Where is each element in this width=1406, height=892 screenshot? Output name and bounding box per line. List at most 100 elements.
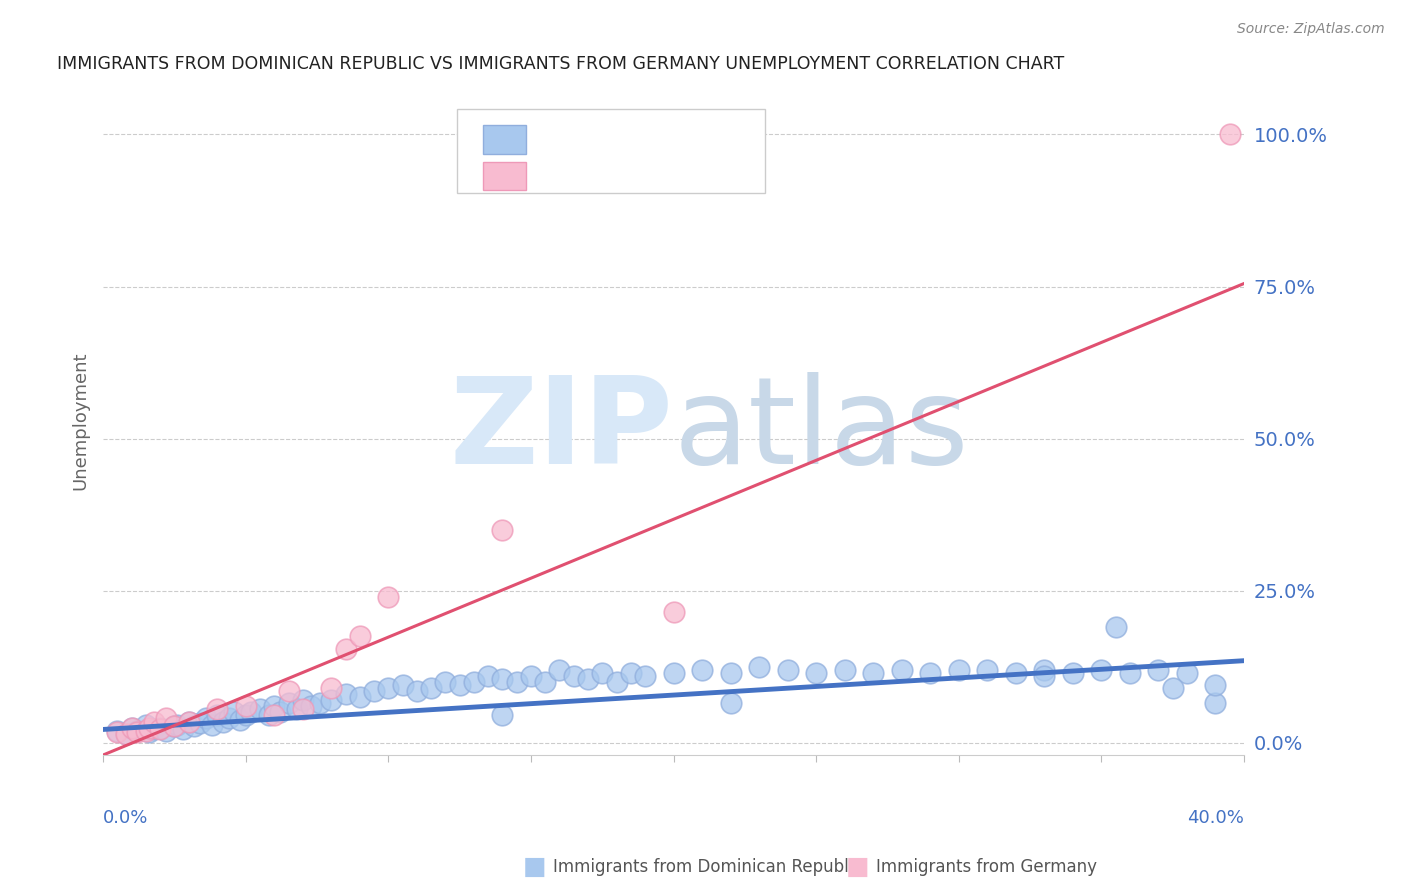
Point — [135, 717, 157, 731]
Point — [634, 669, 657, 683]
Point — [920, 665, 942, 680]
Point — [748, 660, 770, 674]
Point — [218, 711, 240, 725]
Point — [391, 678, 413, 692]
Point — [1004, 665, 1026, 680]
Point — [491, 672, 513, 686]
Point — [224, 706, 246, 720]
Point — [1104, 620, 1126, 634]
Point — [420, 681, 443, 695]
Point — [163, 719, 186, 733]
Point — [240, 706, 263, 720]
Point — [948, 663, 970, 677]
Point — [285, 702, 308, 716]
Point — [135, 723, 157, 738]
Point — [177, 714, 200, 729]
Point — [1161, 681, 1184, 695]
Point — [1147, 663, 1170, 677]
Point — [155, 723, 177, 738]
Point — [321, 681, 343, 695]
Point — [976, 663, 998, 677]
Point — [249, 702, 271, 716]
Point — [177, 714, 200, 729]
Bar — [484, 161, 526, 190]
Point — [349, 629, 371, 643]
Point — [321, 693, 343, 707]
Point — [149, 723, 172, 737]
Point — [205, 708, 228, 723]
Point — [1062, 665, 1084, 680]
Point — [520, 669, 543, 683]
Point — [620, 665, 643, 680]
Point — [491, 708, 513, 723]
Point — [605, 675, 627, 690]
Point — [890, 663, 912, 677]
Point — [804, 665, 827, 680]
Point — [121, 721, 143, 735]
Point — [263, 699, 285, 714]
Point — [194, 711, 217, 725]
Text: R = 0.522: R = 0.522 — [548, 130, 647, 149]
Point — [477, 669, 499, 683]
Point — [1090, 663, 1112, 677]
Point — [105, 724, 128, 739]
Point — [834, 663, 856, 677]
Point — [127, 723, 149, 738]
Point — [377, 590, 399, 604]
Text: ■: ■ — [523, 855, 546, 879]
Point — [335, 687, 357, 701]
Point — [143, 714, 166, 729]
Point — [166, 717, 188, 731]
Text: R = 0.754: R = 0.754 — [548, 166, 647, 186]
Point — [534, 675, 557, 690]
Text: N = 82: N = 82 — [662, 130, 730, 149]
Point — [188, 716, 211, 731]
Point — [229, 713, 252, 727]
Point — [277, 696, 299, 710]
Point — [212, 714, 235, 729]
Point — [335, 641, 357, 656]
Text: 0.0%: 0.0% — [103, 808, 149, 827]
Point — [291, 693, 314, 707]
Point — [1033, 663, 1056, 677]
Point — [377, 681, 399, 695]
Point — [576, 672, 599, 686]
Point — [662, 665, 685, 680]
Point — [149, 721, 172, 735]
Point — [405, 684, 427, 698]
Point — [690, 663, 713, 677]
Point — [138, 721, 160, 735]
Point — [449, 678, 471, 692]
Y-axis label: Unemployment: Unemployment — [72, 351, 89, 490]
Point — [143, 723, 166, 737]
Text: N = 23: N = 23 — [662, 166, 730, 186]
Point — [434, 675, 457, 690]
Text: ■: ■ — [846, 855, 869, 879]
Text: Immigrants from Dominican Republic: Immigrants from Dominican Republic — [553, 858, 862, 876]
Text: atlas: atlas — [673, 372, 969, 489]
Point — [349, 690, 371, 705]
Point — [235, 708, 257, 723]
Point — [862, 665, 884, 680]
Point — [269, 706, 291, 720]
Point — [121, 721, 143, 735]
Point — [291, 702, 314, 716]
Point — [720, 665, 742, 680]
Point — [1219, 128, 1241, 142]
Point — [720, 696, 742, 710]
Point — [548, 663, 571, 677]
Point — [235, 699, 257, 714]
Text: ZIP: ZIP — [450, 372, 673, 489]
Point — [562, 669, 585, 683]
Point — [1204, 678, 1226, 692]
Point — [127, 724, 149, 739]
Point — [138, 724, 160, 739]
Text: IMMIGRANTS FROM DOMINICAN REPUBLIC VS IMMIGRANTS FROM GERMANY UNEMPLOYMENT CORRE: IMMIGRANTS FROM DOMINICAN REPUBLIC VS IM… — [58, 55, 1064, 73]
Point — [299, 699, 322, 714]
Point — [205, 702, 228, 716]
Point — [155, 711, 177, 725]
Text: Source: ZipAtlas.com: Source: ZipAtlas.com — [1237, 22, 1385, 37]
Text: Immigrants from Germany: Immigrants from Germany — [876, 858, 1097, 876]
Point — [505, 675, 527, 690]
Point — [776, 663, 799, 677]
